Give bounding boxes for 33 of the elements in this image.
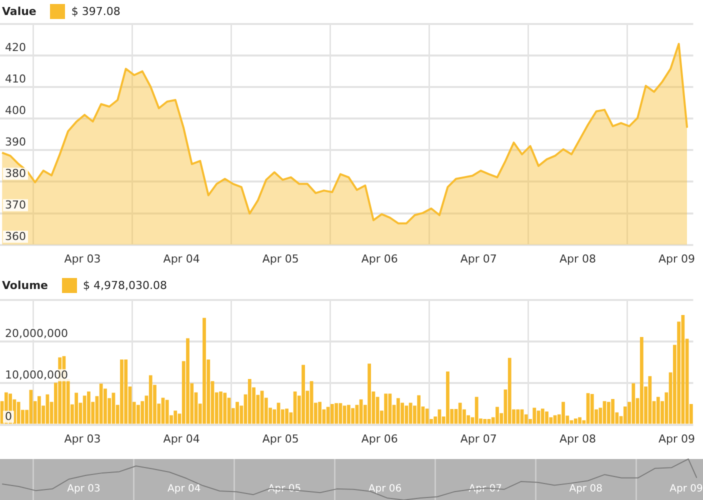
- x-tick-label: Apr 03: [64, 252, 101, 266]
- legend-title: Value: [2, 5, 36, 18]
- y-tick-label: 410: [5, 72, 26, 86]
- y-tick-label: 400: [5, 104, 26, 117]
- x-tick-label: Apr 09: [658, 432, 696, 446]
- x-tick-label: Apr 07: [460, 252, 497, 266]
- y-tick-label: 390: [5, 136, 26, 149]
- x-tick-label: Apr 03: [67, 484, 100, 495]
- x-tick-label: Apr 08: [559, 252, 596, 266]
- x-tick-label: Apr 08: [559, 432, 596, 446]
- x-tick-label: Apr 06: [361, 432, 398, 446]
- x-tick-label: Apr 09: [658, 252, 696, 266]
- y-tick-label: 0: [5, 410, 12, 424]
- y-tick-label: 10,000,000: [5, 368, 68, 382]
- x-tick-label: Apr 07: [460, 432, 497, 446]
- legend-label: $ 397.08: [71, 5, 120, 18]
- x-tick-label: Apr 06: [361, 252, 398, 266]
- x-tick-label: Apr 04: [163, 252, 200, 266]
- y-tick-label: 360: [5, 230, 26, 244]
- x-tick-label: Apr 04: [168, 484, 201, 495]
- x-tick-label: Apr 09: [670, 484, 703, 495]
- x-tick-label: Apr 03: [64, 432, 101, 446]
- y-tick-label: 380: [5, 167, 26, 180]
- x-tick-label: Apr 04: [163, 432, 200, 446]
- x-tick-label: Apr 06: [368, 484, 402, 495]
- x-tick-label: Apr 08: [569, 484, 602, 495]
- y-tick-label: 370: [5, 198, 26, 212]
- x-tick-label: Apr 05: [262, 432, 299, 446]
- y-tick-label: 20,000,000: [5, 326, 68, 340]
- legend-label: $ 4,978,030.08: [83, 279, 167, 292]
- legend-title: Volume: [2, 279, 48, 292]
- x-tick-label: Apr 05: [262, 252, 299, 266]
- y-tick-label: 420: [5, 40, 26, 54]
